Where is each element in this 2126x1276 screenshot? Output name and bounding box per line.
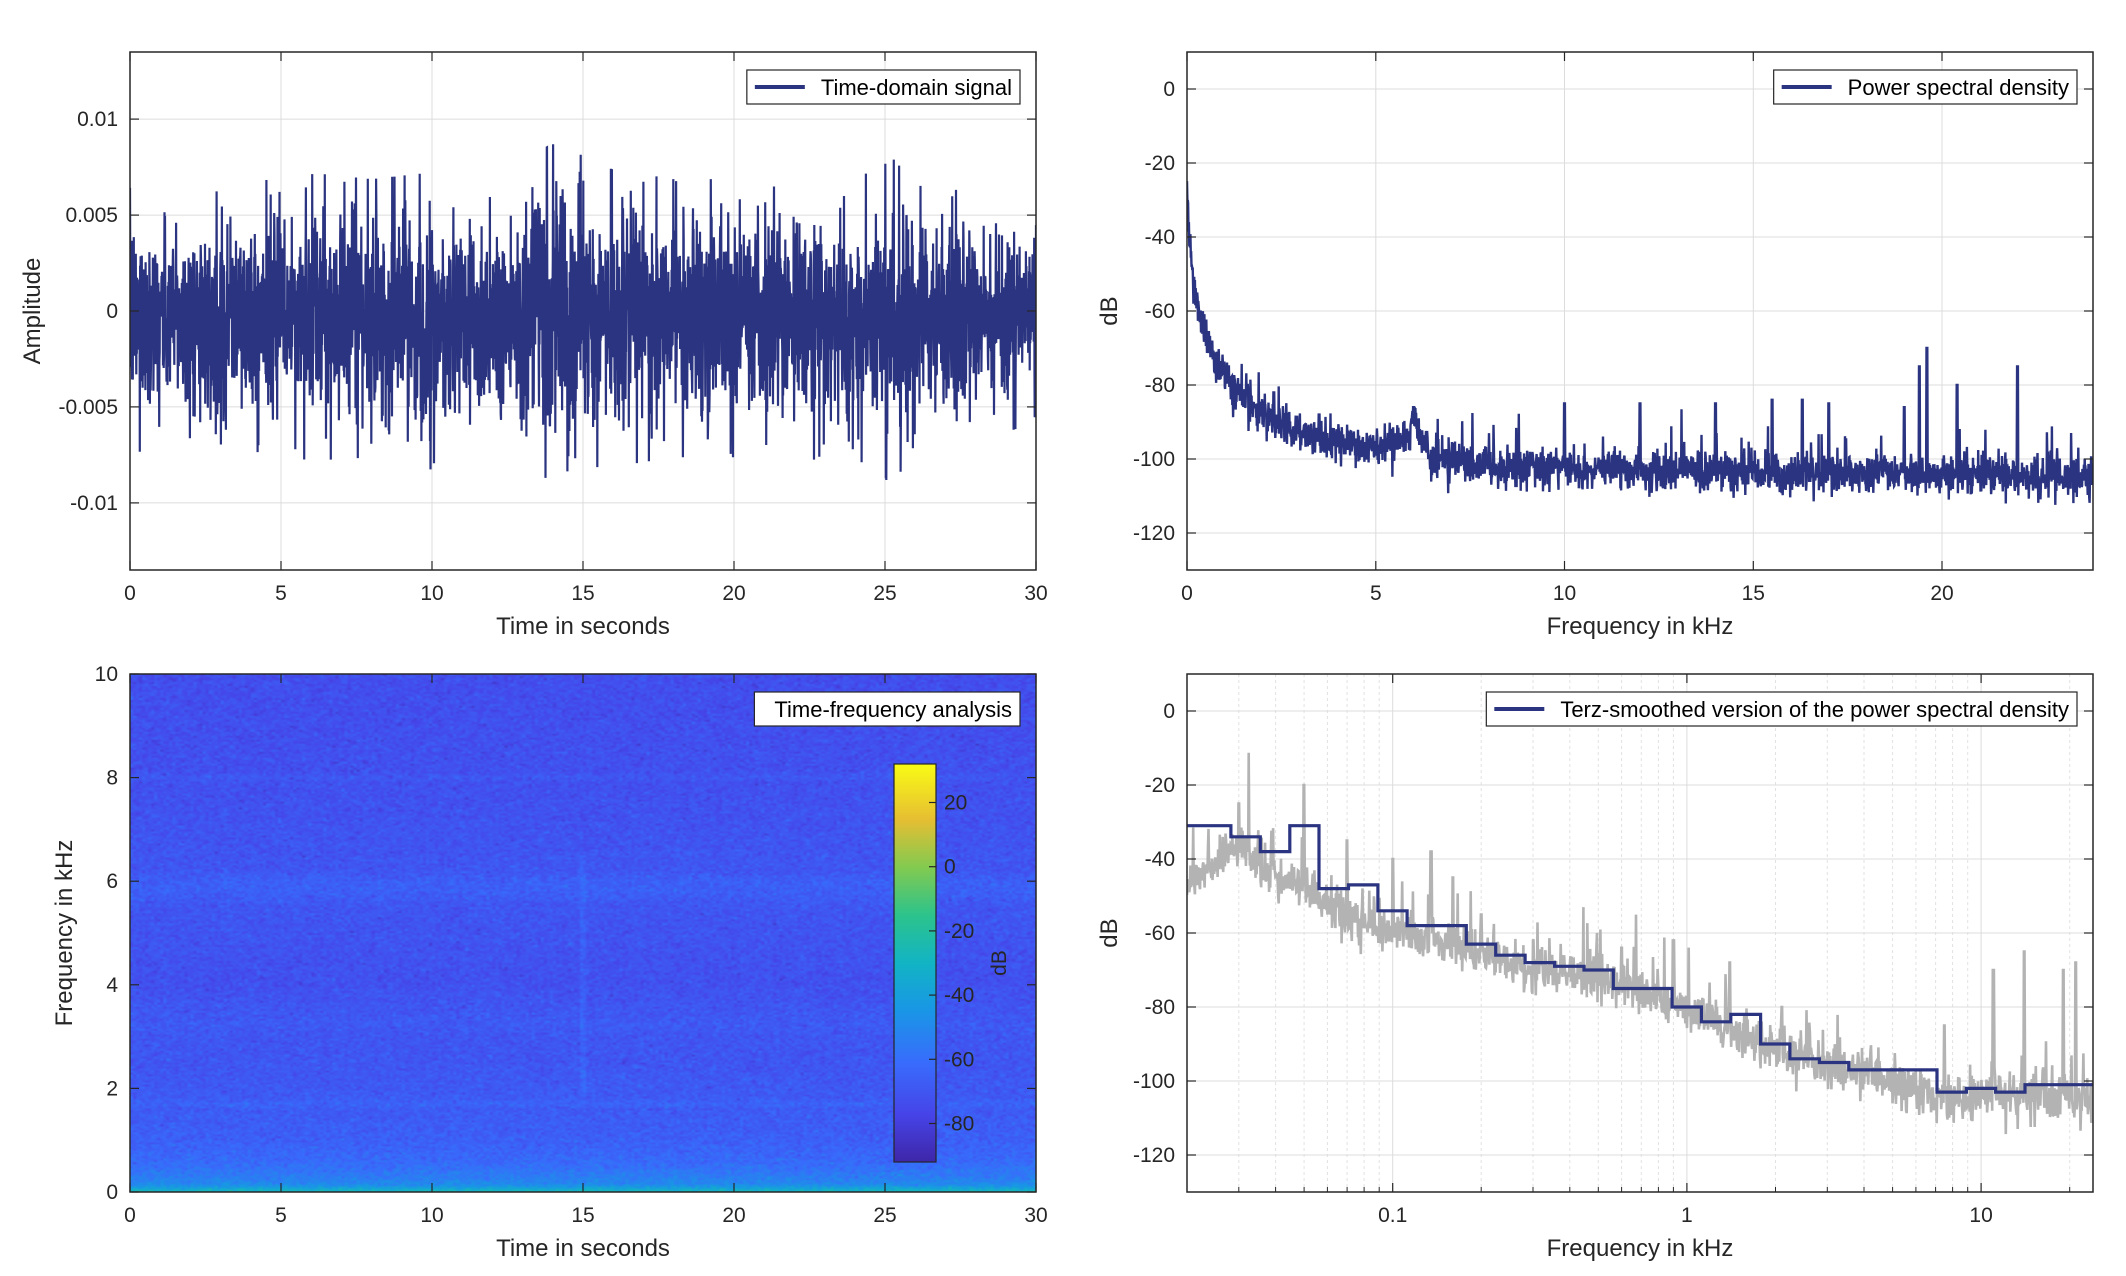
legend-box: [1485, 691, 2078, 727]
y-tick-label: -100: [1133, 1070, 1175, 1093]
legend: Terz-smoothed version of the power spect…: [1485, 691, 2078, 727]
y-tick-label: -0.005: [58, 396, 118, 419]
x-tick-label: 0: [1181, 582, 1193, 605]
y-tick-label: -120: [1133, 1144, 1175, 1167]
y-tick-label: 2: [106, 1077, 118, 1100]
legend: Time-domain signal: [746, 69, 1021, 105]
colorbar-tick-label: 0: [944, 856, 956, 879]
y-tick-label: -60: [1145, 300, 1175, 323]
x-tick-label: 0: [124, 582, 136, 605]
x-tick-label: 1: [1681, 1204, 1693, 1227]
y-axis-label: Amplitude: [19, 258, 46, 365]
x-tick-label: 5: [1370, 582, 1382, 605]
x-axis-label: Time in seconds: [496, 1235, 670, 1262]
y-tick-label: -100: [1133, 448, 1175, 471]
x-axis-label: Frequency in kHz: [1547, 1235, 1734, 1262]
x-tick-label: 25: [873, 582, 896, 605]
x-tick-label: 15: [571, 1204, 594, 1227]
x-tick-label: 20: [1930, 582, 1953, 605]
x-tick-label: 0.1: [1378, 1204, 1407, 1227]
x-tick-label: 5: [275, 582, 287, 605]
x-tick-label: 10: [1969, 1204, 1992, 1227]
legend-label: Time-frequency analysis: [774, 697, 1012, 722]
colorbar-tick-label: -40: [944, 984, 974, 1007]
x-tick-label: 10: [420, 1204, 443, 1227]
data-layer: [1187, 752, 2093, 1135]
y-tick-label: 8: [106, 767, 118, 790]
y-axis-label: dB: [1096, 296, 1123, 325]
y-tick-label: -0.01: [70, 492, 118, 515]
y-tick-label: 0: [106, 300, 118, 323]
raw-psd-gray-line: [1187, 752, 2093, 1135]
x-tick-label: 20: [722, 582, 745, 605]
y-tick-label: 0: [106, 1181, 118, 1204]
colorbar-tick-label: -20: [944, 920, 974, 943]
colorbar-label: dB: [988, 950, 1011, 976]
y-tick-label: -80: [1145, 374, 1175, 397]
ticks: 0 5 10 15 20 25 30 0.01 0.005 0 -0.005 -0.01: [58, 52, 1048, 605]
y-axis-label: dB: [1096, 918, 1123, 947]
ticks: 0 5 10 15 20 0 -20 -40 -60 -80 -100 -120: [1133, 52, 2093, 605]
colorbar: dB 20 0 -20 -40 -60 -80: [893, 763, 1011, 1163]
x-tick-label: 15: [1742, 582, 1765, 605]
y-tick-label: -40: [1145, 848, 1175, 871]
x-axis-label: Frequency in kHz: [1547, 613, 1734, 640]
y-tick-label: 0.005: [65, 204, 118, 227]
y-tick-label: 4: [106, 974, 118, 997]
x-tick-label: 20: [722, 1204, 745, 1227]
y-tick-label: 0.01: [77, 108, 118, 131]
legend-label: Power spectral density: [1848, 75, 2069, 100]
y-tick-label: 0: [1163, 78, 1175, 101]
heatmap-layer: [130, 674, 1036, 1192]
terz-smoothed-psd-plot: 0.1 1 10 0 -20 -40 -60 -80 -100 -120 Frequency in…: [1096, 673, 2094, 1262]
x-tick-label: 10: [1553, 582, 1576, 605]
y-tick-label: 6: [106, 870, 118, 893]
y-tick-label: -20: [1145, 152, 1175, 175]
legend-label: Time-domain signal: [821, 75, 1012, 100]
x-tick-label: 30: [1024, 582, 1047, 605]
y-tick-label: -60: [1145, 922, 1175, 945]
x-tick-label: 0: [124, 1204, 136, 1227]
time-domain-signal-line: [130, 144, 1036, 481]
power-spectral-density-plot: 0 5 10 15 20 0 -20 -40 -60 -80 -100 -120 Frequency …: [1096, 51, 2094, 640]
colorbar-tick-label: -80: [944, 1113, 974, 1136]
y-tick-label: -20: [1145, 774, 1175, 797]
x-tick-label: 10: [420, 582, 443, 605]
x-tick-label: 30: [1024, 1204, 1047, 1227]
y-tick-label: -80: [1145, 996, 1175, 1019]
legend: Power spectral density: [1773, 69, 2078, 105]
spectrogram-image: [130, 674, 1036, 1192]
terz-smoothed-step-line: [1187, 824, 2093, 1094]
y-tick-label: -40: [1145, 226, 1175, 249]
x-tick-label: 15: [571, 582, 594, 605]
y-tick-label: 10: [95, 663, 118, 686]
y-tick-label: 0: [1163, 700, 1175, 723]
psd-line: [1187, 181, 2093, 505]
colorbar-bar: [893, 763, 937, 1163]
data-layer: [130, 144, 1036, 481]
legend: Time-frequency analysis: [753, 691, 1021, 727]
y-axis-label: Frequency in kHz: [51, 840, 78, 1027]
ticks: 0.1 1 10 0 -20 -40 -60 -80 -100 -120: [1133, 674, 2093, 1227]
y-tick-label: -120: [1133, 522, 1175, 545]
x-tick-label: 25: [873, 1204, 896, 1227]
colorbar-tick-label: -60: [944, 1048, 974, 1071]
time-domain-plot: 0 5 10 15 20 25 30 0.01 0.005 0 -0.005 -0.01 Time i…: [19, 51, 1048, 640]
x-tick-label: 5: [275, 1204, 287, 1227]
legend-box: [753, 691, 1021, 727]
x-axis-label: Time in seconds: [496, 613, 670, 640]
colorbar-tick-label: 20: [944, 792, 967, 815]
legend-label: Terz-smoothed version of the power spect…: [1560, 697, 2069, 722]
data-layer: [1187, 181, 2093, 505]
